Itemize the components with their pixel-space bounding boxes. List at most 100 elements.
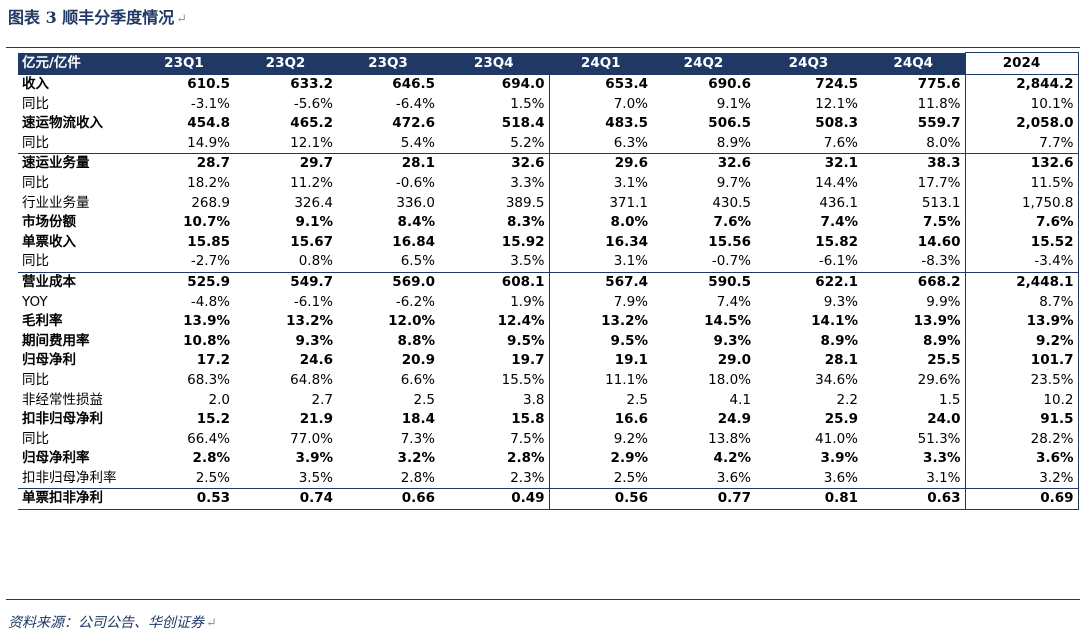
table-cell: 9.5% <box>439 331 550 352</box>
table-cell: 14.1% <box>811 313 858 330</box>
table-cell: 23.5% <box>964 370 1079 391</box>
table-cell: 16.34 <box>605 233 648 250</box>
table-cell: 11.5% <box>964 173 1079 194</box>
table-cell: 28.1 <box>824 352 858 369</box>
table-cell: 10.7% <box>183 214 230 231</box>
table-row: 同比 68.3% 64.8% 6.6% 15.5% 11.1% 18.0% 34.6% 29.6… <box>18 370 1079 391</box>
table-cell: 17.7% <box>917 174 961 191</box>
row-label: 速运业务量 <box>18 153 134 174</box>
table-cell: 25.5 <box>927 352 961 369</box>
table-cell: -8.3% <box>921 253 961 270</box>
table-cell: 13.9% <box>964 312 1079 332</box>
table-cell: 7.6% <box>713 214 751 231</box>
table-cell: 3.6% <box>964 449 1079 469</box>
table-cell: 2.5 <box>413 391 435 408</box>
table-cell: 483.5 <box>605 115 648 132</box>
table-cell: 430.5 <box>712 194 751 211</box>
table-cell: 32.1 <box>755 153 862 174</box>
table-cell: 14.9% <box>187 134 230 151</box>
table-cell: 0.63 <box>862 488 965 511</box>
table-cell: 1.5 <box>939 391 961 408</box>
column-header: 亿元/亿件 <box>18 52 134 75</box>
row-label: 市场份额 <box>22 214 76 231</box>
table-cell: 77.0% <box>290 430 333 447</box>
table-cell: 7.9% <box>613 293 648 310</box>
table-cell: 24.6 <box>299 352 333 369</box>
table-cell: 13.9% <box>183 313 230 330</box>
table-cell: 8.9% <box>820 332 858 349</box>
column-header: 23Q4 <box>439 52 550 75</box>
table-cell: 3.8 <box>439 390 550 411</box>
table-cell: 559.7 <box>917 115 961 132</box>
table-cell: 14.4% <box>815 174 858 191</box>
table-cell: 0.74 <box>234 488 337 511</box>
table-cell: 13.8% <box>708 430 751 447</box>
table-cell: 646.5 <box>392 75 435 92</box>
table-cell: 3.6% <box>823 469 858 486</box>
row-label: 扣非归母净利率 <box>22 469 117 486</box>
column-header: 23Q1 <box>134 52 234 75</box>
column-header: 23Q2 <box>234 52 337 75</box>
table-cell: 326.4 <box>294 194 333 211</box>
table-cell: 3.1% <box>926 469 961 486</box>
table-cell: 3.2% <box>397 450 435 467</box>
table-cell: 68.3% <box>187 371 230 388</box>
table-row: 单票扣非净利 0.53 0.74 0.66 0.49 0.56 0.77 0.81 0.63 0.… <box>18 488 1079 511</box>
table-cell: 15.67 <box>290 233 333 250</box>
table-cell: 12.1% <box>815 95 858 112</box>
table-cell: 2.0 <box>208 391 230 408</box>
table-cell: -2.7% <box>190 253 230 270</box>
table-cell: -0.6% <box>395 174 435 191</box>
table-cell: 28.1 <box>337 153 439 174</box>
table-cell: 19.7 <box>439 351 550 371</box>
row-label: 同比 <box>22 430 49 447</box>
table-cell: 25.9 <box>824 411 858 428</box>
return-mark-icon: ↵ <box>206 616 217 631</box>
table-cell: 15.56 <box>708 233 751 250</box>
source-text: 资料来源：公司公告、华创证券 <box>8 615 204 631</box>
table-cell: 465.2 <box>290 115 333 132</box>
table-cell: 20.9 <box>401 352 435 369</box>
row-label: 营业成本 <box>18 271 134 293</box>
table-cell: 2,844.2 <box>964 74 1079 95</box>
table-cell: 28.7 <box>134 153 234 174</box>
table-cell: 15.85 <box>187 233 230 250</box>
table-cell: 2.8% <box>192 450 230 467</box>
table-cell: 610.5 <box>187 75 230 92</box>
table-cell: 15.2 <box>196 411 230 428</box>
source-note: 资料来源：公司公告、华创证券 ↵ <box>8 612 217 632</box>
table-cell: -5.6% <box>293 95 333 112</box>
table-cell: 13.9% <box>913 313 961 330</box>
table-cell: 508.3 <box>815 115 858 132</box>
table-cell: 2.5 <box>626 391 648 408</box>
table-cell: 51.3% <box>917 430 961 447</box>
table-cell: 32.6 <box>652 153 755 174</box>
row-label: YOY <box>22 293 48 310</box>
table-cell: 15.5% <box>439 370 550 391</box>
table-cell: 13.2% <box>286 313 333 330</box>
table-cell: 8.0% <box>610 214 648 231</box>
table-cell: 12.0% <box>388 313 435 330</box>
table-cell: 694.0 <box>439 74 550 95</box>
table-cell: 2.8% <box>400 469 435 486</box>
table-cell: 29.6% <box>917 371 961 388</box>
table-row: 市场份额 10.7% 9.1% 8.4% 8.3% 8.0% 7.6% 7.4% 7.5% 7.6… <box>18 213 1079 233</box>
table-cell: -4.8% <box>190 293 230 310</box>
table-cell: 29.6 <box>549 153 652 174</box>
table-cell: 7.0% <box>613 95 648 112</box>
table-cell: 9.2% <box>964 331 1079 352</box>
table-cell: 10.2 <box>964 390 1079 411</box>
table-cell: 18.4 <box>401 411 435 428</box>
table-cell: 11.2% <box>290 174 333 191</box>
table-cell: 11.8% <box>917 95 961 112</box>
table-cell: 8.4% <box>397 214 435 231</box>
table-cell: 567.4 <box>549 271 652 293</box>
table-cell: 0.66 <box>337 488 439 511</box>
table-cell: 15.82 <box>815 233 858 250</box>
table-cell: 724.5 <box>815 75 858 92</box>
table-cell: 0.8% <box>298 253 333 270</box>
table-cell: 608.1 <box>439 271 550 293</box>
table-cell: 0.53 <box>134 488 234 511</box>
table-cell: -0.7% <box>711 253 751 270</box>
table-cell: 3.9% <box>820 450 858 467</box>
